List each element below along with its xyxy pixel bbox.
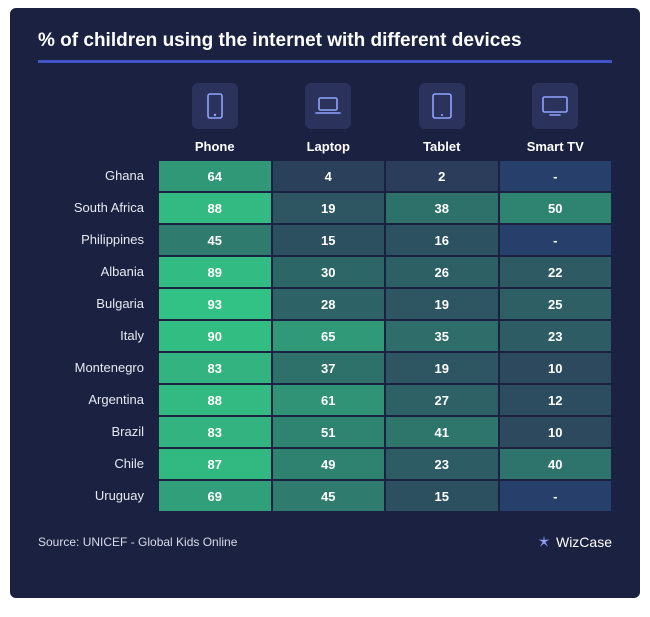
- column-label: Tablet: [385, 139, 499, 154]
- heatmap-cell: 25: [499, 288, 613, 320]
- heatmap-cell: 19: [385, 288, 499, 320]
- column-header-row: PhoneLaptopTabletSmart TV: [38, 83, 612, 154]
- table-row: Uruguay694515-: [38, 480, 612, 512]
- heatmap-grid: Ghana6442-South Africa88193850Philippine…: [38, 160, 612, 512]
- heatmap-cell: 23: [385, 448, 499, 480]
- row-label: Ghana: [38, 160, 158, 192]
- table-row: Italy90653523: [38, 320, 612, 352]
- heatmap-cell: 4: [272, 160, 386, 192]
- row-label: Montenegro: [38, 352, 158, 384]
- table-row: Chile87492340: [38, 448, 612, 480]
- heatmap-cell: 41: [385, 416, 499, 448]
- row-label: Brazil: [38, 416, 158, 448]
- heatmap-cell: 83: [158, 416, 272, 448]
- table-row: South Africa88193850: [38, 192, 612, 224]
- table-row: Ghana6442-: [38, 160, 612, 192]
- footer: Source: UNICEF - Global Kids Online WizC…: [38, 534, 612, 550]
- heatmap-cell: 26: [385, 256, 499, 288]
- row-label: Argentina: [38, 384, 158, 416]
- heatmap-cell: 23: [499, 320, 613, 352]
- heatmap-cell: 69: [158, 480, 272, 512]
- heatmap-cell: 87: [158, 448, 272, 480]
- table-row: Bulgaria93281925: [38, 288, 612, 320]
- chart-title: % of children using the internet with di…: [38, 30, 612, 63]
- heatmap-cell: 38: [385, 192, 499, 224]
- brand-star-icon: [536, 534, 552, 550]
- heatmap-cell: 88: [158, 384, 272, 416]
- phone-icon: [192, 83, 238, 129]
- laptop-icon: [305, 83, 351, 129]
- heatmap-cell: -: [499, 160, 613, 192]
- heatmap-cell: 45: [272, 480, 386, 512]
- column-header: Laptop: [272, 83, 386, 154]
- row-label: Albania: [38, 256, 158, 288]
- row-label: Italy: [38, 320, 158, 352]
- column-header: Phone: [158, 83, 272, 154]
- heatmap-cell: 90: [158, 320, 272, 352]
- heatmap-cell: 15: [272, 224, 386, 256]
- heatmap-cell: 16: [385, 224, 499, 256]
- heatmap-cell: 35: [385, 320, 499, 352]
- table-row: Brazil83514110: [38, 416, 612, 448]
- heatmap-cell: 64: [158, 160, 272, 192]
- table-row: Montenegro83371910: [38, 352, 612, 384]
- tv-icon: [532, 83, 578, 129]
- heatmap-cell: 83: [158, 352, 272, 384]
- column-header: Tablet: [385, 83, 499, 154]
- column-label: Laptop: [272, 139, 386, 154]
- heatmap-cell: 88: [158, 192, 272, 224]
- heatmap-cell: 27: [385, 384, 499, 416]
- table-row: Philippines451516-: [38, 224, 612, 256]
- column-header: Smart TV: [499, 83, 613, 154]
- source-text: Source: UNICEF - Global Kids Online: [38, 535, 237, 549]
- heatmap-cell: 89: [158, 256, 272, 288]
- heatmap-cell: 37: [272, 352, 386, 384]
- heatmap-cell: 50: [499, 192, 613, 224]
- heatmap-cell: 10: [499, 352, 613, 384]
- heatmap-cell: -: [499, 224, 613, 256]
- table-row: Albania89302622: [38, 256, 612, 288]
- heatmap-cell: 40: [499, 448, 613, 480]
- column-label: Smart TV: [499, 139, 613, 154]
- heatmap-cell: 19: [272, 192, 386, 224]
- table-row: Argentina88612712: [38, 384, 612, 416]
- heatmap-cell: 61: [272, 384, 386, 416]
- heatmap-cell: 10: [499, 416, 613, 448]
- heatmap-cell: 19: [385, 352, 499, 384]
- heatmap-cell: 45: [158, 224, 272, 256]
- heatmap-cell: 93: [158, 288, 272, 320]
- heatmap-cell: 51: [272, 416, 386, 448]
- heatmap-cell: 49: [272, 448, 386, 480]
- brand-text: WizCase: [556, 534, 612, 550]
- row-label: South Africa: [38, 192, 158, 224]
- heatmap-cell: 28: [272, 288, 386, 320]
- heatmap-cell: 2: [385, 160, 499, 192]
- heatmap-cell: 65: [272, 320, 386, 352]
- row-label: Chile: [38, 448, 158, 480]
- heatmap-cell: -: [499, 480, 613, 512]
- column-label: Phone: [158, 139, 272, 154]
- heatmap-cell: 12: [499, 384, 613, 416]
- row-label: Philippines: [38, 224, 158, 256]
- heatmap-cell: 30: [272, 256, 386, 288]
- infographic-card: % of children using the internet with di…: [10, 8, 640, 598]
- heatmap-cell: 15: [385, 480, 499, 512]
- tablet-icon: [419, 83, 465, 129]
- row-label: Uruguay: [38, 480, 158, 512]
- brand: WizCase: [536, 534, 612, 550]
- row-label: Bulgaria: [38, 288, 158, 320]
- heatmap-cell: 22: [499, 256, 613, 288]
